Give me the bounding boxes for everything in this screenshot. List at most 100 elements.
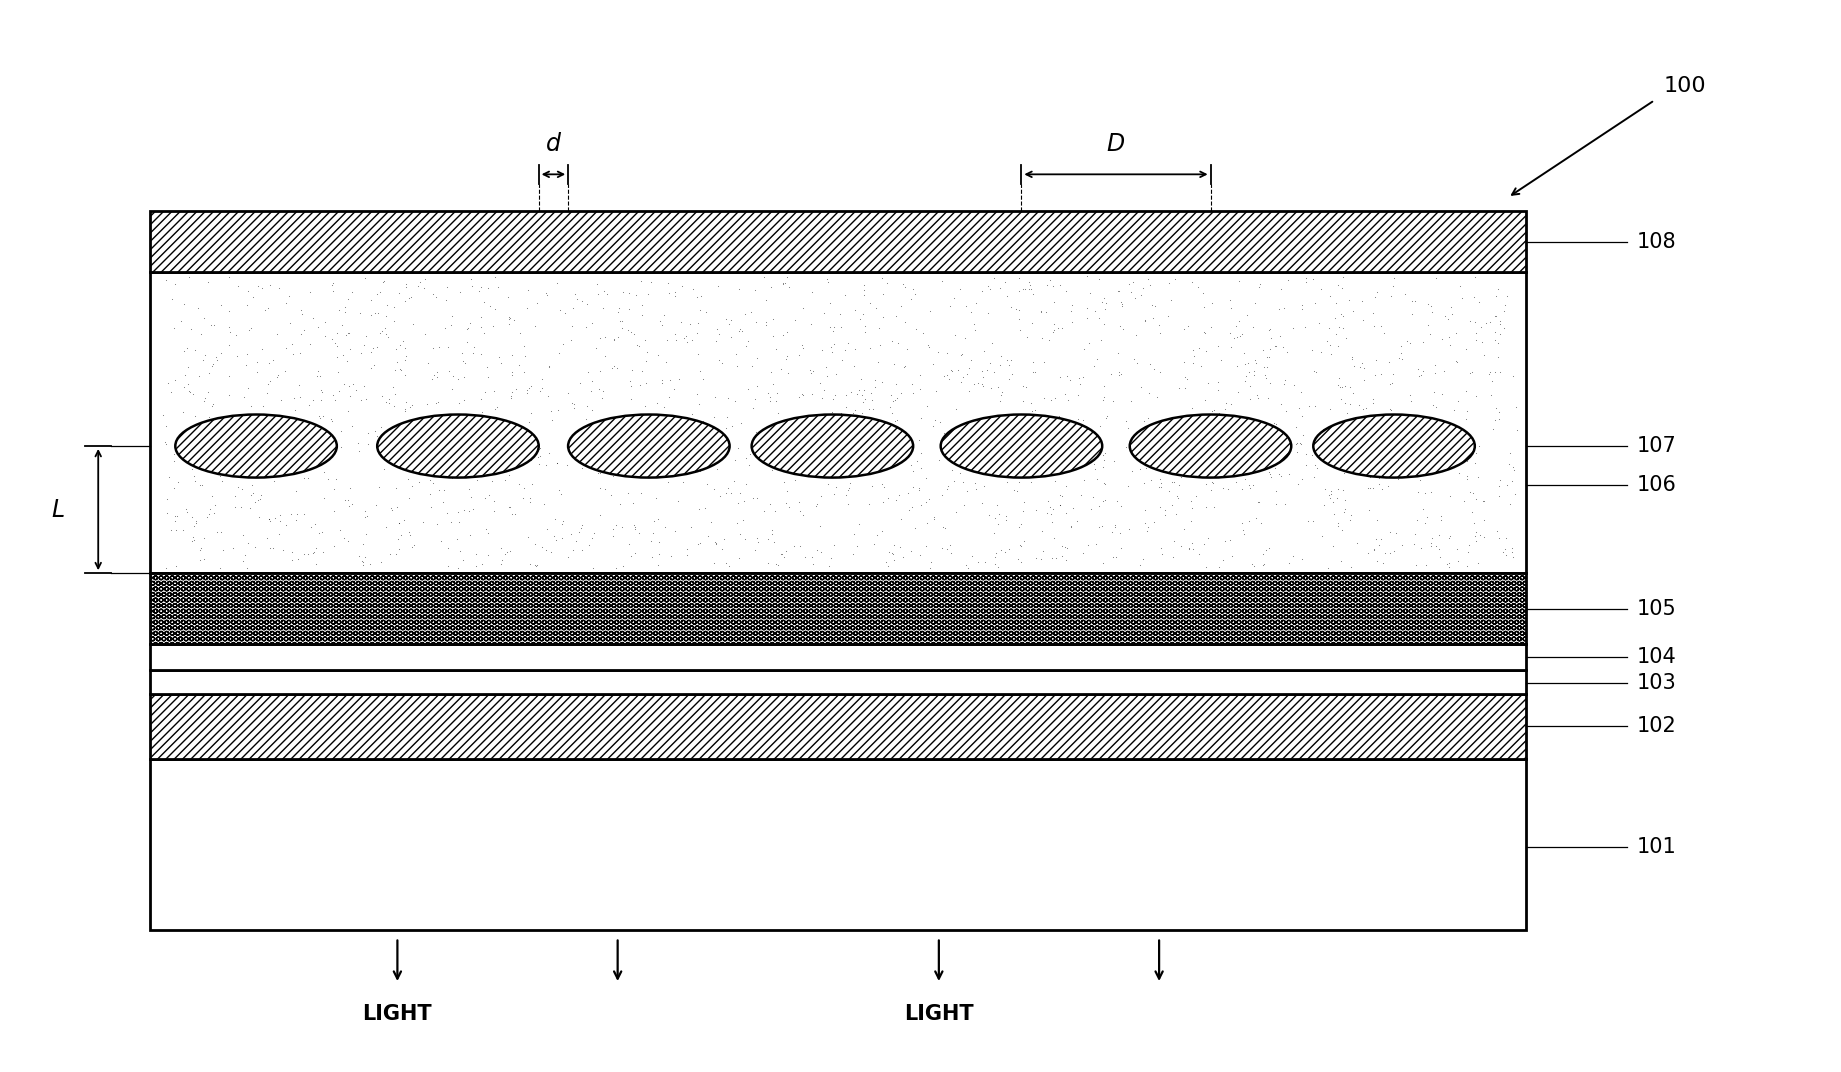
Point <box>350 336 379 353</box>
Point <box>895 502 924 519</box>
Point <box>679 444 709 461</box>
Point <box>1456 434 1486 451</box>
Point <box>361 422 390 440</box>
Point <box>619 494 648 511</box>
Point <box>199 316 228 333</box>
Point <box>1027 551 1057 568</box>
Point <box>1003 551 1033 568</box>
Point <box>738 357 768 374</box>
Text: D: D <box>1106 132 1125 155</box>
Point <box>1460 387 1489 404</box>
Point <box>633 286 663 303</box>
Point <box>1349 312 1379 329</box>
Point <box>613 322 643 339</box>
Point <box>433 557 462 575</box>
Bar <box>149 670 1526 694</box>
Point <box>987 465 1016 482</box>
Point <box>1320 451 1349 468</box>
Point <box>598 358 628 375</box>
Point <box>1316 346 1346 363</box>
Point <box>701 535 731 552</box>
Point <box>1480 331 1510 348</box>
Point <box>1027 465 1057 482</box>
Point <box>839 412 869 429</box>
Point <box>1140 513 1169 531</box>
Point <box>1359 390 1388 407</box>
Point <box>587 300 617 317</box>
Point <box>1187 437 1217 455</box>
Point <box>1070 341 1099 358</box>
Point <box>457 270 486 287</box>
Point <box>619 517 648 534</box>
Point <box>1259 415 1289 432</box>
Point <box>390 340 420 357</box>
Point <box>948 473 978 490</box>
Point <box>1314 336 1344 353</box>
Point <box>348 552 377 569</box>
Point <box>1261 338 1291 355</box>
Point <box>897 498 926 516</box>
Point <box>573 296 602 313</box>
Point <box>742 349 771 367</box>
Point <box>1158 549 1187 566</box>
Point <box>1151 501 1180 518</box>
Point <box>468 421 497 438</box>
Point <box>514 528 543 546</box>
Point <box>1403 426 1432 443</box>
Point <box>608 312 637 329</box>
Point <box>495 310 525 327</box>
Point <box>344 443 374 460</box>
Point <box>630 398 659 415</box>
Point <box>1182 445 1211 462</box>
Point <box>644 556 674 574</box>
Point <box>1447 289 1476 307</box>
Point <box>455 480 484 497</box>
Point <box>957 548 987 565</box>
Point <box>1337 348 1366 366</box>
Point <box>631 343 661 360</box>
Point <box>1397 306 1427 323</box>
Point <box>197 398 226 415</box>
Point <box>256 430 285 447</box>
Point <box>180 407 210 425</box>
Point <box>1460 313 1489 330</box>
Point <box>317 411 346 428</box>
Point <box>261 325 291 342</box>
Point <box>657 451 687 468</box>
Point <box>742 530 771 547</box>
Point <box>834 474 863 491</box>
Point <box>665 449 694 466</box>
Point <box>985 356 1014 373</box>
Point <box>585 362 615 379</box>
Point <box>1375 452 1405 470</box>
Point <box>562 533 591 550</box>
Point <box>1132 410 1162 427</box>
Point <box>1009 392 1038 410</box>
Point <box>390 293 420 310</box>
Point <box>1121 448 1151 465</box>
Point <box>188 351 217 368</box>
Point <box>830 399 860 416</box>
Point <box>602 417 631 434</box>
Point <box>1105 524 1134 541</box>
Point <box>1482 400 1511 417</box>
Point <box>1176 512 1206 530</box>
Point <box>1362 432 1392 449</box>
Point <box>608 433 637 450</box>
Point <box>869 285 898 302</box>
Point <box>449 552 479 569</box>
Point <box>265 408 295 426</box>
Point <box>1088 293 1117 310</box>
Point <box>1366 530 1395 547</box>
Point <box>1419 397 1449 414</box>
Point <box>436 381 466 398</box>
Point <box>915 339 944 356</box>
Point <box>1164 489 1193 506</box>
Point <box>162 521 191 538</box>
Point <box>604 328 633 345</box>
Point <box>385 515 414 532</box>
Point <box>1230 525 1259 542</box>
Point <box>565 523 595 540</box>
Point <box>295 396 324 413</box>
Point <box>1051 538 1081 555</box>
